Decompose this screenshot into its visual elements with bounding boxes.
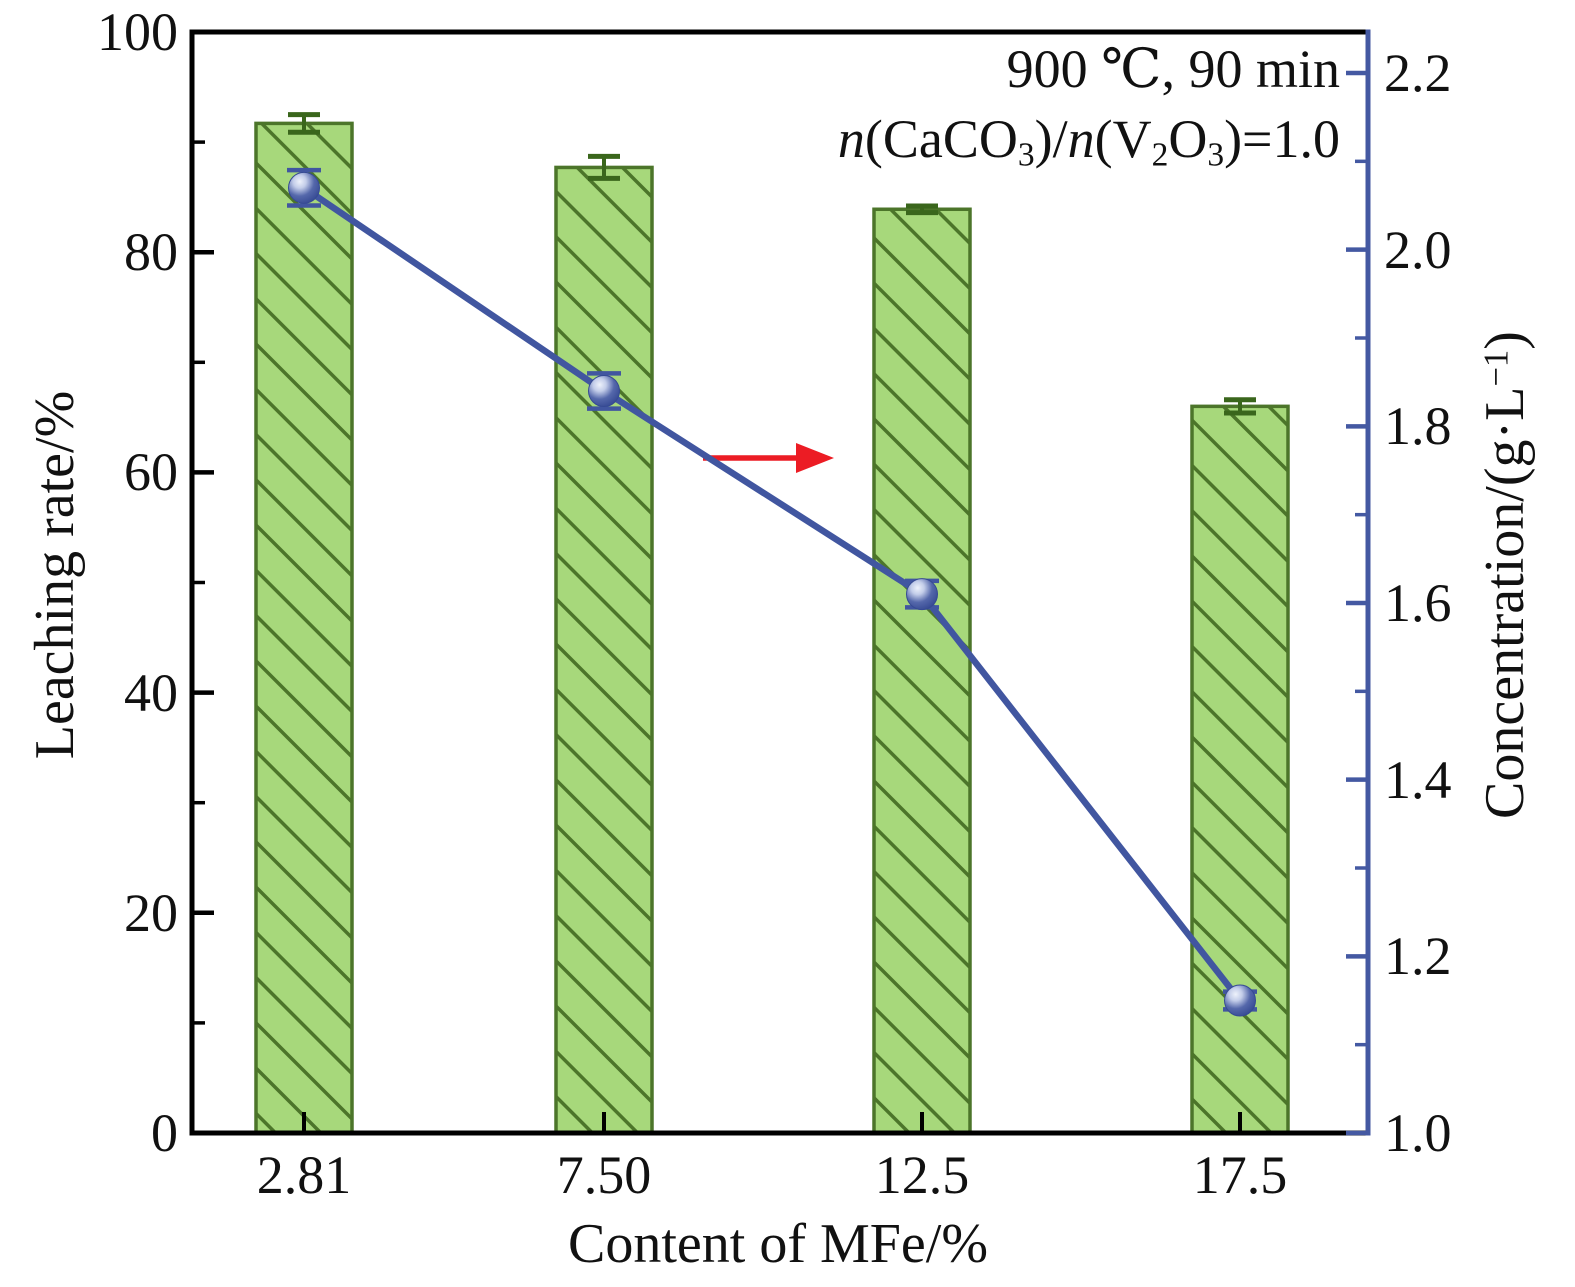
text-segment: O <box>1168 109 1208 169</box>
x-tick-label: 7.50 <box>556 1145 652 1205</box>
annotation-block: 900 ℃, 90 min n(CaCO3)/n(V2O3)=1.0 <box>838 34 1340 190</box>
annotation-molar-ratio: n(CaCO3)/n(V2O3)=1.0 <box>838 104 1340 190</box>
y-right-tick-label: 1.8 <box>1384 396 1452 457</box>
y-right-tick-label: 1.6 <box>1384 573 1452 633</box>
y-right-tick-label: 1.2 <box>1384 926 1452 987</box>
right-axis-arrow-head <box>796 443 834 473</box>
text-segment: 3 <box>1017 136 1035 174</box>
x-tick-label: 2.81 <box>256 1145 352 1205</box>
data-point-marker <box>1224 984 1256 1017</box>
bar-hatch <box>556 167 652 1134</box>
x-tick-label: 17.5 <box>1192 1145 1288 1205</box>
y-left-tick-label: 100 <box>97 2 178 62</box>
y-left-tick-label: 40 <box>124 662 178 723</box>
bar-hatch <box>1192 406 1288 1134</box>
data-point-marker <box>906 578 938 611</box>
text-segment: )/ <box>1034 109 1068 169</box>
concentration-line <box>302 185 1243 1003</box>
data-point-marker <box>288 171 320 204</box>
y-right-tick-label: 1.0 <box>1384 1103 1452 1163</box>
text-segment: (CaCO <box>864 109 1018 169</box>
annotation-conditions: 900 ℃, 90 min <box>1006 39 1340 99</box>
x-axis-title: Content of MFe/% <box>568 1213 988 1275</box>
text-segment: 3 <box>1207 136 1225 174</box>
y-right-tick-label: 1.4 <box>1384 749 1452 810</box>
text-segment: ) <box>1474 331 1536 350</box>
y-left-tick-label: 0 <box>151 1103 178 1163</box>
y-right-tick-label: 2.2 <box>1384 43 1452 103</box>
y-left-tick-label: 60 <box>124 442 178 503</box>
text-segment: n <box>1067 109 1095 169</box>
text-segment: 2 <box>1151 136 1169 174</box>
text-segment: )=1.0 <box>1224 109 1340 169</box>
text-segment: (V <box>1094 109 1152 169</box>
bar-hatch <box>256 123 352 1134</box>
bar-hatch <box>874 209 970 1134</box>
text-segment: n <box>837 109 865 169</box>
y-left-tick-label: 80 <box>124 222 178 283</box>
y-right-tick-label: 2.0 <box>1384 219 1452 280</box>
y-left-tick-label: 20 <box>124 882 178 943</box>
data-point-marker <box>588 375 620 407</box>
text-segment: −1 <box>1476 349 1516 387</box>
x-tick-label: 12.5 <box>874 1145 970 1205</box>
